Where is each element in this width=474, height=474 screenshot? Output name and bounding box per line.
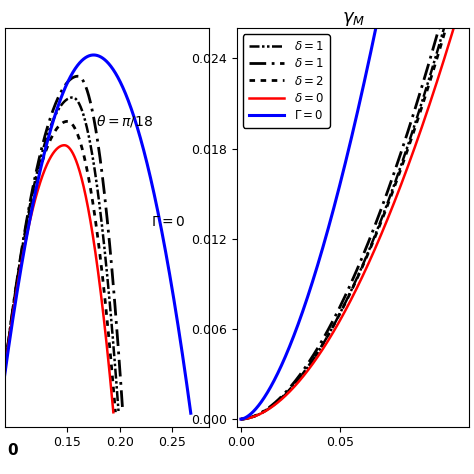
Title: $\gamma_M$: $\gamma_M$ bbox=[342, 10, 365, 28]
Text: $\Gamma = 0$: $\Gamma = 0$ bbox=[151, 215, 186, 229]
Text: $\theta = \pi/18$: $\theta = \pi/18$ bbox=[96, 113, 154, 129]
Legend: $\delta = 1$, $\delta = 1$, $\delta = 2$, $\delta = 0$, $\Gamma = 0$: $\delta = 1$, $\delta = 1$, $\delta = 2$… bbox=[243, 34, 330, 128]
Text: 0: 0 bbox=[7, 443, 18, 457]
